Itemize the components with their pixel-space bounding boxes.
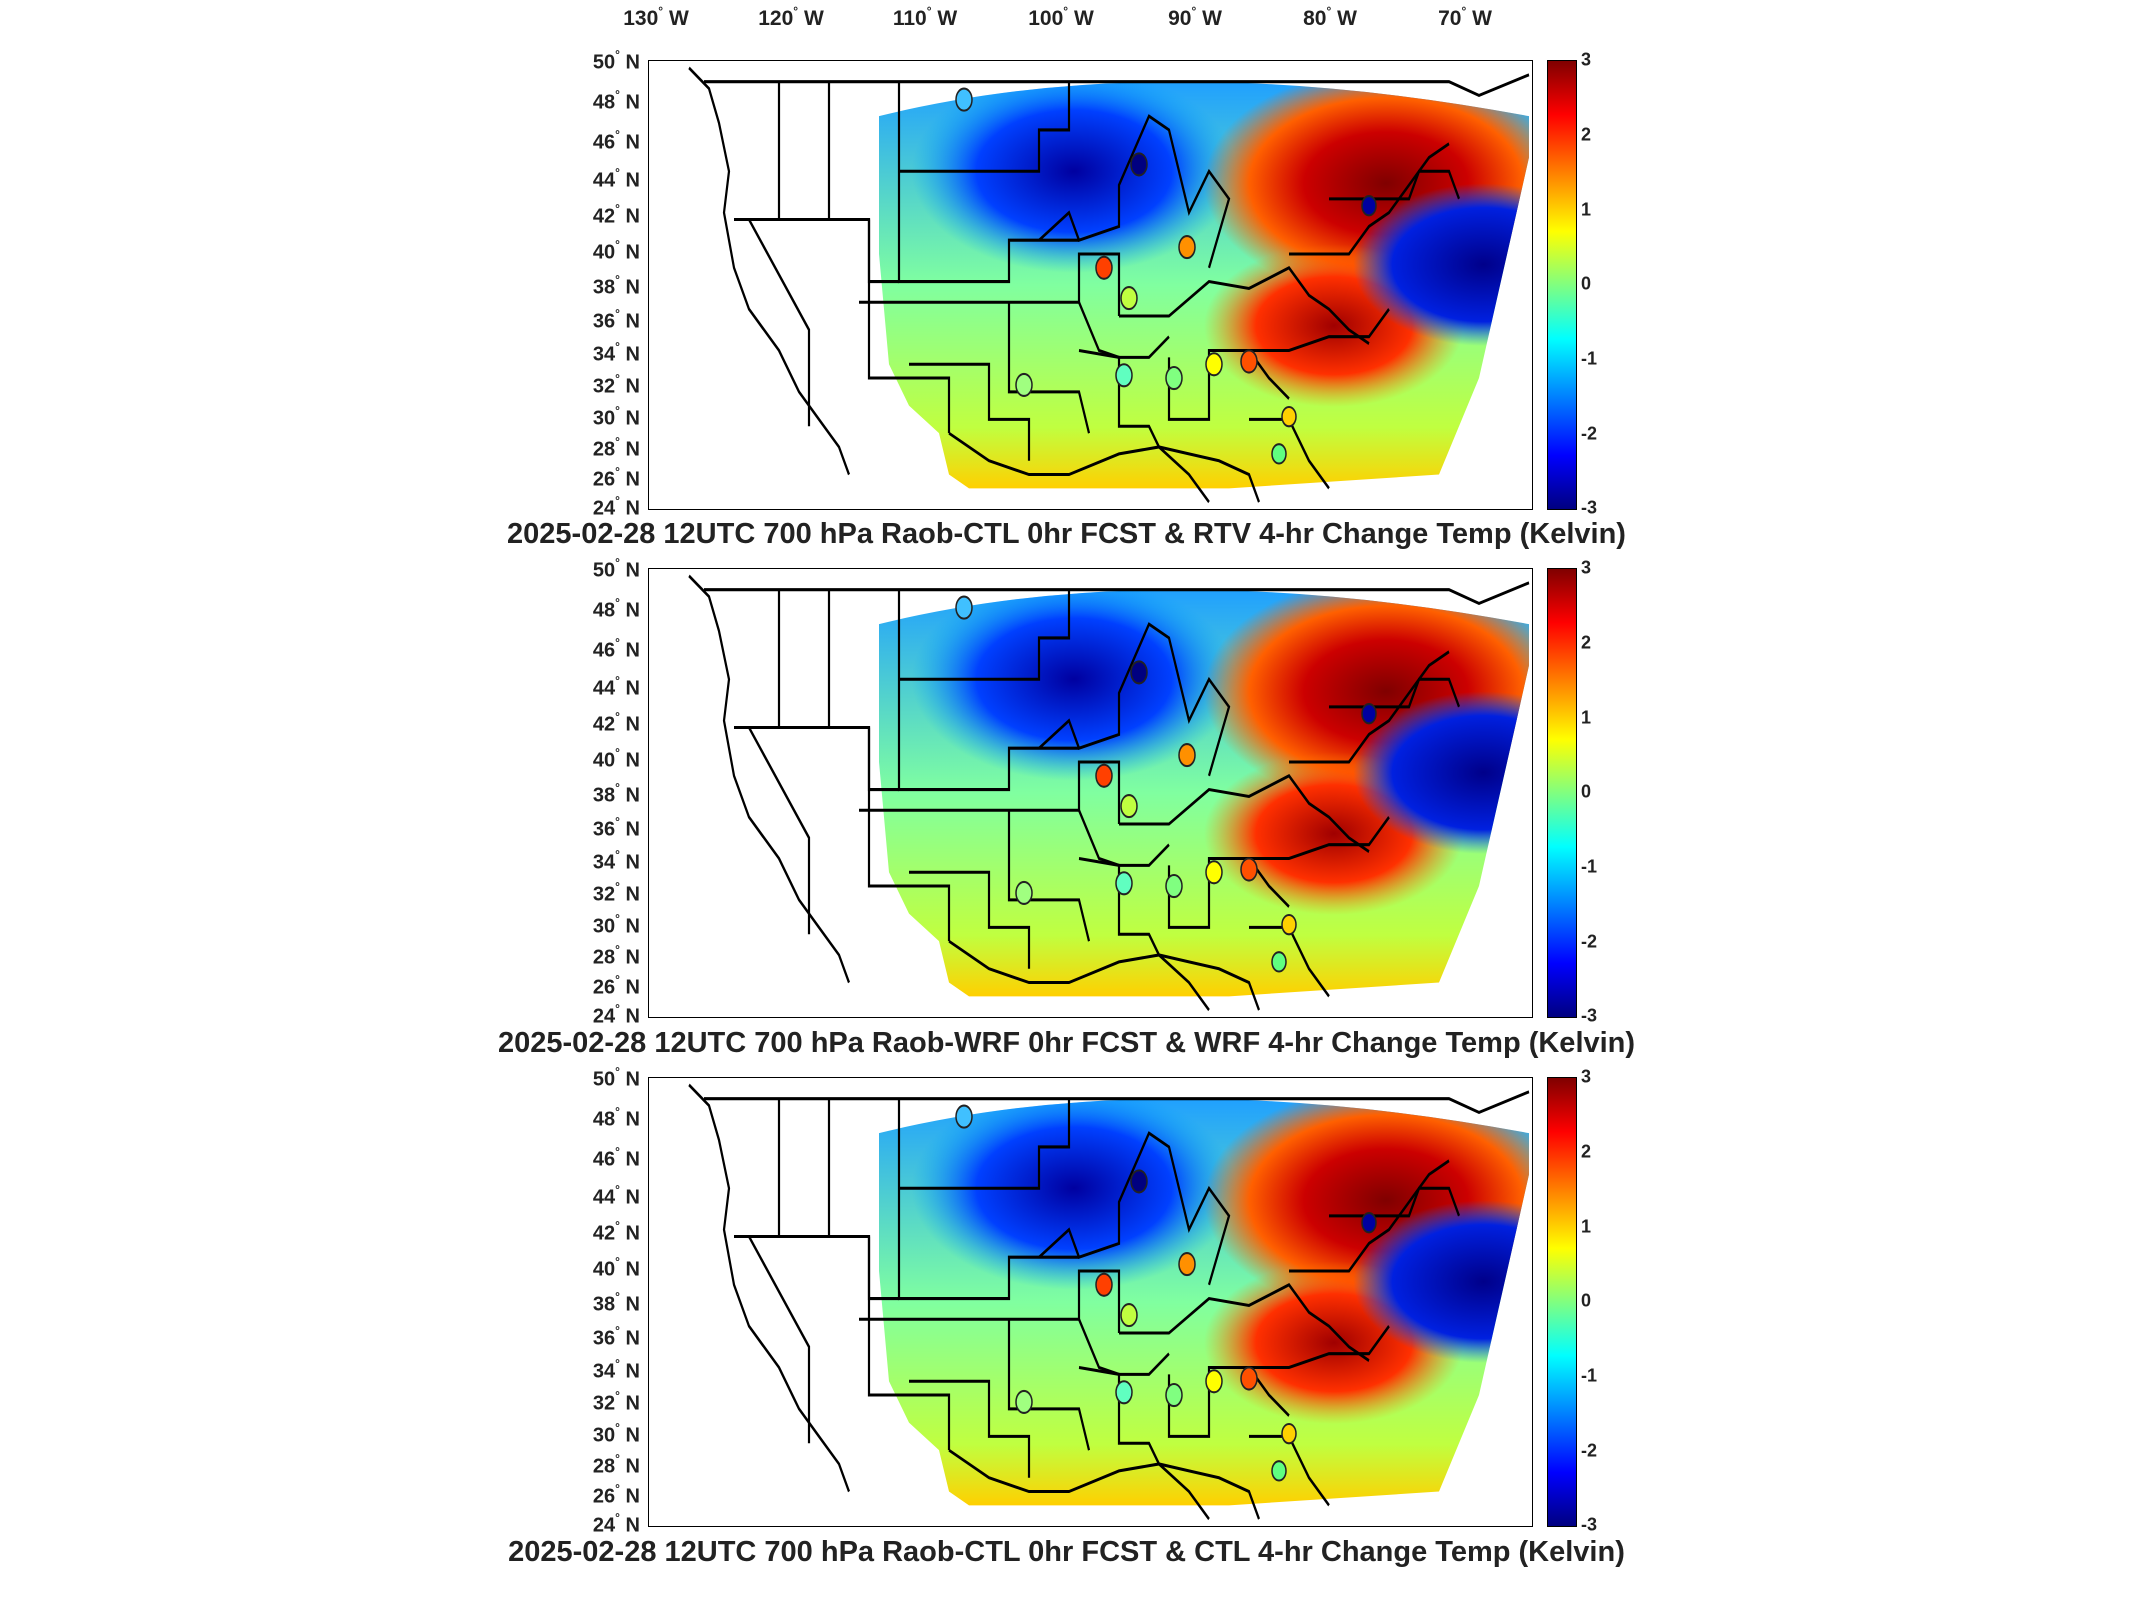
panel-title: 2025-02-28 12UTC 700 hPa Raob-CTL 0hr FC… xyxy=(508,1536,1625,1568)
lat-label: 26° N xyxy=(592,972,640,999)
colorbar-tick: -2 xyxy=(1581,931,1598,952)
lat-label: 46° N xyxy=(592,127,640,154)
colorbar-tick: -1 xyxy=(1581,348,1598,369)
lat-label: 30° N xyxy=(592,911,640,938)
lat-label: 42° N xyxy=(592,709,640,736)
lat-label: 36° N xyxy=(592,306,640,333)
lon-label: 70° W xyxy=(1438,4,1492,30)
map-panel-rtv: 3 2 1 0 -1 -2 -3 50° N 48° N 46° N 44° N… xyxy=(0,47,2133,560)
temperature-map xyxy=(648,568,1533,1018)
lat-label: 46° N xyxy=(592,1144,640,1171)
lon-label: 100° W xyxy=(1028,4,1094,30)
colorbar-tick: 3 xyxy=(1581,49,1592,70)
colorbar-tick: -3 xyxy=(1581,1005,1598,1026)
lat-label: 24° N xyxy=(592,1510,640,1537)
lat-label: 50° N xyxy=(592,47,640,74)
lat-label: 24° N xyxy=(592,493,640,520)
lat-label: 44° N xyxy=(592,1182,640,1209)
lat-label: 48° N xyxy=(592,1104,640,1131)
lat-label: 28° N xyxy=(592,942,640,969)
colorbar-tick: 1 xyxy=(1581,707,1592,728)
lat-label: 50° N xyxy=(592,1064,640,1091)
temperature-map xyxy=(648,1077,1533,1527)
colorbar-tick: -3 xyxy=(1581,497,1598,518)
colorbar xyxy=(1547,60,1577,510)
lat-label: 38° N xyxy=(592,780,640,807)
lat-label: 50° N xyxy=(592,555,640,582)
lat-label: 32° N xyxy=(592,371,640,398)
lat-label: 30° N xyxy=(592,1420,640,1447)
lat-label: 26° N xyxy=(592,1481,640,1508)
lat-label: 46° N xyxy=(592,635,640,662)
longitude-axis: 130° W 120° W 110° W 100° W 90° W 80° W … xyxy=(0,0,2133,50)
colorbar-tick: 3 xyxy=(1581,1066,1592,1087)
lat-label: 38° N xyxy=(592,272,640,299)
map-panel-wrf: 3 2 1 0 -1 -2 -3 50° N 48° N 46° N 44° N… xyxy=(0,555,2133,1070)
lat-label: 32° N xyxy=(592,1388,640,1415)
colorbar-tick: 0 xyxy=(1581,273,1592,294)
lat-label: 36° N xyxy=(592,1323,640,1350)
lat-label: 36° N xyxy=(592,814,640,841)
lat-label: 34° N xyxy=(592,1356,640,1383)
lon-label: 90° W xyxy=(1168,4,1222,30)
lon-label: 80° W xyxy=(1303,4,1357,30)
colorbar-tick: -1 xyxy=(1581,1365,1598,1386)
lat-label: 26° N xyxy=(592,464,640,491)
colorbar-tick: -3 xyxy=(1581,1514,1598,1535)
lat-label: 40° N xyxy=(592,745,640,772)
lat-label: 28° N xyxy=(592,1451,640,1478)
lat-label: 28° N xyxy=(592,434,640,461)
lat-label: 24° N xyxy=(592,1001,640,1028)
lat-label: 40° N xyxy=(592,1254,640,1281)
lat-label: 44° N xyxy=(592,673,640,700)
colorbar xyxy=(1547,568,1577,1018)
colorbar-tick: 2 xyxy=(1581,1141,1592,1162)
colorbar-tick: 2 xyxy=(1581,632,1592,653)
colorbar-tick: 3 xyxy=(1581,557,1592,578)
lon-label: 120° W xyxy=(758,4,824,30)
lon-label: 110° W xyxy=(892,4,958,30)
colorbar-tick: 1 xyxy=(1581,1216,1592,1237)
lon-label: 130° W xyxy=(623,4,689,30)
panel-title: 2025-02-28 12UTC 700 hPa Raob-CTL 0hr FC… xyxy=(507,518,1626,550)
colorbar-tick: -2 xyxy=(1581,423,1598,444)
lat-label: 48° N xyxy=(592,595,640,622)
lat-label: 44° N xyxy=(592,165,640,192)
lat-label: 42° N xyxy=(592,1218,640,1245)
map-panel-ctl: 3 2 1 0 -1 -2 -3 50° N 48° N 46° N 44° N… xyxy=(0,1064,2133,1580)
lat-label: 48° N xyxy=(592,87,640,114)
lat-label: 38° N xyxy=(592,1289,640,1316)
colorbar-tick: -2 xyxy=(1581,1440,1598,1461)
temperature-map xyxy=(648,60,1533,510)
lat-label: 32° N xyxy=(592,879,640,906)
lat-label: 34° N xyxy=(592,847,640,874)
lat-label: 42° N xyxy=(592,201,640,228)
colorbar-tick: 2 xyxy=(1581,124,1592,145)
lat-label: 40° N xyxy=(592,237,640,264)
colorbar-tick: 1 xyxy=(1581,199,1592,220)
colorbar-tick: -1 xyxy=(1581,856,1598,877)
lat-label: 30° N xyxy=(592,403,640,430)
colorbar xyxy=(1547,1077,1577,1527)
colorbar-tick: 0 xyxy=(1581,781,1592,802)
panel-title: 2025-02-28 12UTC 700 hPa Raob-WRF 0hr FC… xyxy=(497,1027,1636,1059)
colorbar-tick: 0 xyxy=(1581,1290,1592,1311)
lat-label: 34° N xyxy=(592,339,640,366)
